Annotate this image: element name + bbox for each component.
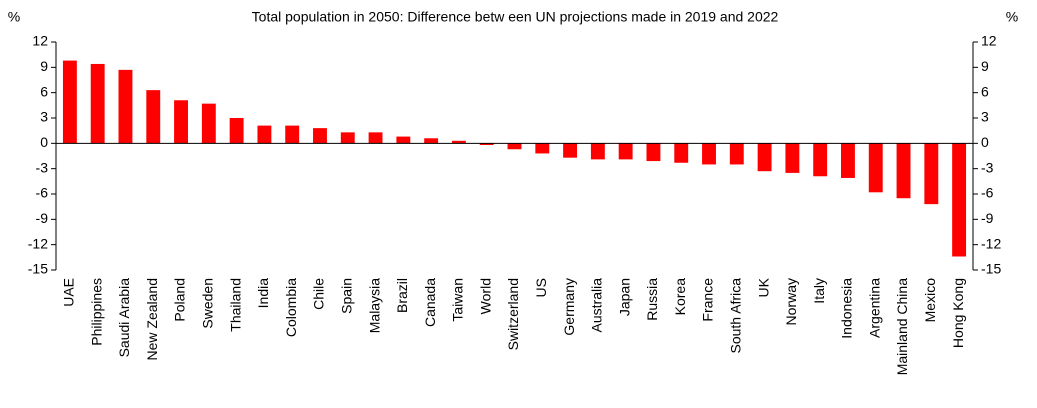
- bar: [118, 69, 133, 144]
- bar: [535, 143, 550, 154]
- x-tick-label: World: [477, 278, 493, 314]
- bar: [785, 143, 800, 173]
- bar: [896, 143, 911, 199]
- bar: [90, 63, 105, 144]
- x-tick-label: Colombia: [283, 278, 299, 337]
- x-tick-label: Canada: [422, 278, 438, 327]
- bar: [285, 125, 300, 144]
- bar: [174, 100, 188, 144]
- y-tick-label: 0: [40, 134, 48, 150]
- y-tick-label: -3: [36, 159, 49, 175]
- x-tick-label: France: [700, 278, 716, 322]
- bar: [590, 143, 605, 160]
- x-tick-label: Philippines: [88, 278, 104, 346]
- x-tick-label: Chile: [311, 278, 327, 310]
- bar: [396, 136, 411, 144]
- x-tick-label: New Zealand: [144, 278, 160, 361]
- x-tick-label: Mainland China: [894, 278, 910, 375]
- y-tick-label: 3: [40, 109, 48, 125]
- bar: [229, 118, 244, 144]
- bar: [702, 143, 716, 165]
- bar: [313, 128, 327, 144]
- y2-tick-label: -15: [981, 261, 1001, 277]
- bar: [646, 143, 661, 162]
- x-tick-label: US: [533, 278, 549, 297]
- bar: [924, 143, 939, 205]
- bar: [201, 103, 216, 144]
- bar: [563, 143, 578, 158]
- x-tick-label: Argentina: [866, 278, 882, 338]
- x-tick-label: South Africa: [728, 278, 744, 354]
- y-tick-label: -6: [36, 185, 49, 201]
- y-tick-label: 6: [40, 83, 48, 99]
- x-tick-label: Germany: [561, 278, 577, 336]
- x-tick-label: Norway: [783, 278, 799, 325]
- x-tick-label: Spain: [338, 278, 354, 314]
- y2-tick-label: -9: [981, 210, 994, 226]
- bar: [507, 143, 522, 150]
- y-tick-label: -9: [36, 210, 49, 226]
- y2-tick-label: 12: [981, 33, 997, 49]
- y2-tick-label: -3: [981, 159, 994, 175]
- y2-tick-label: -6: [981, 185, 994, 201]
- x-tick-label: Australia: [589, 278, 605, 333]
- bar: [451, 140, 466, 144]
- chart-title: Total population in 2050: Difference bet…: [252, 9, 779, 25]
- y-tick-label: -15: [28, 261, 48, 277]
- y-axis-label: %: [8, 9, 20, 25]
- y-tick-label: 9: [40, 58, 48, 74]
- x-tick-label: Switzerland: [505, 278, 521, 350]
- bar: [257, 125, 272, 144]
- y-tick-label: 12: [32, 33, 48, 49]
- x-tick-label: Mexico: [922, 278, 938, 323]
- x-tick-label: Taiwan: [450, 278, 466, 322]
- y2-tick-label: 3: [981, 109, 989, 125]
- x-tick-label: Russia: [644, 278, 660, 321]
- x-tick-label: India: [255, 278, 271, 309]
- x-tick-label: Indonesia: [839, 278, 855, 339]
- x-tick-label: Brazil: [394, 278, 410, 313]
- x-tick-label: Malaysia: [366, 278, 382, 333]
- x-tick-label: Poland: [172, 278, 188, 322]
- bar: [62, 60, 77, 144]
- x-tick-label: Hong Kong: [950, 278, 966, 348]
- x-tick-label: UAE: [61, 278, 77, 307]
- bar: [952, 143, 967, 257]
- x-tick-label: Japan: [616, 278, 632, 316]
- bar: [618, 143, 633, 160]
- bar: [729, 143, 744, 165]
- y2-tick-label: 0: [981, 134, 989, 150]
- bar: [757, 143, 772, 172]
- x-tick-label: Thailand: [227, 278, 243, 332]
- y2-tick-label: 6: [981, 83, 989, 99]
- y2-tick-label: 9: [981, 58, 989, 74]
- x-tick-label: Korea: [672, 278, 688, 316]
- y2-axis-label: %: [1006, 9, 1018, 25]
- x-tick-label: Italy: [811, 278, 827, 304]
- bar: [146, 90, 161, 144]
- x-tick-label: UK: [755, 277, 771, 297]
- x-tick-label: Saudi Arabia: [116, 278, 132, 358]
- bar: [368, 132, 383, 144]
- bar: [479, 143, 494, 146]
- bar: [424, 138, 439, 144]
- y2-tick-label: -12: [981, 235, 1001, 251]
- y-tick-label: -12: [28, 235, 48, 251]
- bar: [813, 143, 828, 177]
- bar: [674, 143, 689, 163]
- bar: [841, 143, 855, 178]
- bar: [340, 132, 355, 144]
- bar: [868, 143, 883, 193]
- x-tick-label: Sweden: [200, 278, 216, 329]
